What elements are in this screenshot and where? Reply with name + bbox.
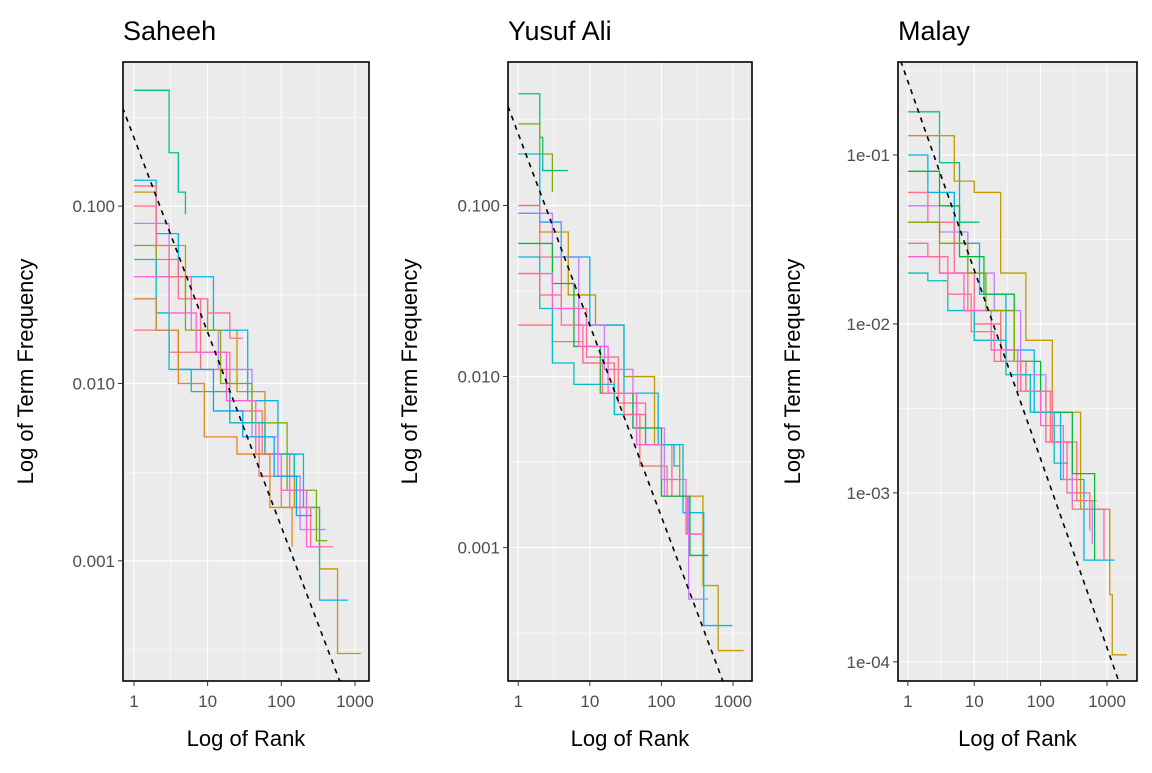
panel-1: 1 10 100 1000 0.100 0.010 0.001 Yusuf Ali Log of… xyxy=(397,16,753,751)
reference-line xyxy=(508,106,724,681)
plot-background xyxy=(123,62,369,681)
y-tick-label: 1e-04 xyxy=(847,653,890,672)
y-tick-label: 1e-01 xyxy=(847,146,890,165)
series-lines xyxy=(907,111,1127,656)
y-axis-title: Log of Term Frequency xyxy=(13,259,38,485)
x-tick-label: 10 xyxy=(198,692,217,711)
panel-0: 1 10 100 1000 0.100 0.010 0.001 Saheeh Log of Ra… xyxy=(13,16,374,751)
y-tick-label: 0.001 xyxy=(457,539,500,558)
series-line-0 xyxy=(518,93,569,172)
x-axis-title: Log of Rank xyxy=(958,726,1078,751)
x-tick-label: 10 xyxy=(580,692,599,711)
panel-border xyxy=(122,61,370,682)
x-tick-label: 1000 xyxy=(714,692,752,711)
x-tick-label: 1000 xyxy=(1088,692,1126,711)
reference-line xyxy=(123,107,341,681)
x-tick-label: 1 xyxy=(129,692,138,711)
y-axis-title: Log of Term Frequency xyxy=(397,259,422,485)
series-line-7 xyxy=(133,258,301,477)
grid xyxy=(123,62,369,681)
x-tick-label: 1 xyxy=(513,692,522,711)
x-axis-title: Log of Rank xyxy=(571,726,691,751)
series-line-8 xyxy=(133,276,322,548)
x-tick-label: 100 xyxy=(647,692,675,711)
series-line-1 xyxy=(907,135,1127,656)
y-tick-label: 0.001 xyxy=(72,552,115,571)
panel-border xyxy=(897,61,1138,682)
series-line-0 xyxy=(133,89,187,215)
series-line-9 xyxy=(907,221,1035,363)
series-line-2 xyxy=(133,179,348,601)
series-line-7 xyxy=(907,272,1069,464)
series-line-2 xyxy=(518,204,744,652)
panel-2: 1 10 100 1000 1e-01 1e-02 1e-03 1e-04 Malay Log o… xyxy=(780,16,1138,751)
y-tick-label: 0.100 xyxy=(457,196,500,215)
series-line-1 xyxy=(133,191,361,655)
x-axis-title: Log of Rank xyxy=(187,726,307,751)
series-lines xyxy=(133,89,361,655)
series-line-0 xyxy=(907,111,980,223)
grid xyxy=(898,62,1137,681)
series-line-10 xyxy=(907,242,1091,531)
series-line-6 xyxy=(907,170,1096,561)
plot-background xyxy=(508,62,752,681)
x-tick-label: 100 xyxy=(267,692,295,711)
y-tick-label: 0.100 xyxy=(72,197,115,216)
panel-title: Malay xyxy=(898,16,971,46)
series-line-8 xyxy=(907,256,1077,481)
y-axis-title: Log of Term Frequency xyxy=(780,259,805,485)
grid xyxy=(508,62,752,681)
series-line-4 xyxy=(907,205,1093,544)
y-tick-label: 0.010 xyxy=(457,368,500,387)
x-tick-label: 1000 xyxy=(336,692,374,711)
series-line-11 xyxy=(518,272,646,416)
series-line-10 xyxy=(133,298,293,547)
panel-border xyxy=(507,61,753,682)
y-tick-label: 1e-03 xyxy=(847,484,890,503)
y-tick-label: 0.010 xyxy=(72,374,115,393)
panel-title: Yusuf Ali xyxy=(508,16,612,46)
panel-title: Saheeh xyxy=(123,16,216,46)
x-tick-label: 1 xyxy=(903,692,912,711)
series-line-8 xyxy=(518,256,680,467)
x-tick-label: 100 xyxy=(1026,692,1054,711)
y-tick-label: 1e-02 xyxy=(847,315,890,334)
x-tick-label: 10 xyxy=(965,692,984,711)
